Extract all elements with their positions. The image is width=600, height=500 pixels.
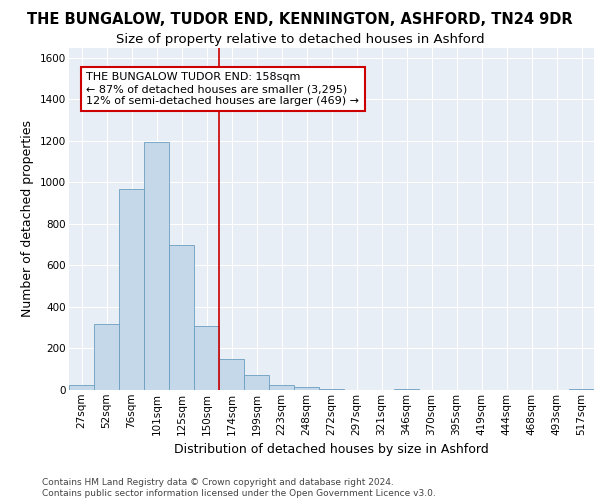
Bar xyxy=(219,359,244,390)
Bar xyxy=(569,389,594,390)
Text: THE BUNGALOW TUDOR END: 158sqm
← 87% of detached houses are smaller (3,295)
12% : THE BUNGALOW TUDOR END: 158sqm ← 87% of … xyxy=(86,72,359,106)
Bar xyxy=(69,385,94,390)
Bar xyxy=(294,387,319,390)
Bar xyxy=(244,376,269,390)
Bar xyxy=(269,385,294,390)
Y-axis label: Number of detached properties: Number of detached properties xyxy=(22,120,34,318)
X-axis label: Distribution of detached houses by size in Ashford: Distribution of detached houses by size … xyxy=(174,443,489,456)
Bar xyxy=(194,326,219,390)
Text: THE BUNGALOW, TUDOR END, KENNINGTON, ASHFORD, TN24 9DR: THE BUNGALOW, TUDOR END, KENNINGTON, ASH… xyxy=(27,12,573,28)
Bar xyxy=(119,188,144,390)
Bar xyxy=(94,324,119,390)
Bar xyxy=(319,389,344,390)
Bar xyxy=(144,142,169,390)
Text: Size of property relative to detached houses in Ashford: Size of property relative to detached ho… xyxy=(116,32,484,46)
Bar xyxy=(169,244,194,390)
Text: Contains HM Land Registry data © Crown copyright and database right 2024.
Contai: Contains HM Land Registry data © Crown c… xyxy=(42,478,436,498)
Bar xyxy=(394,389,419,390)
